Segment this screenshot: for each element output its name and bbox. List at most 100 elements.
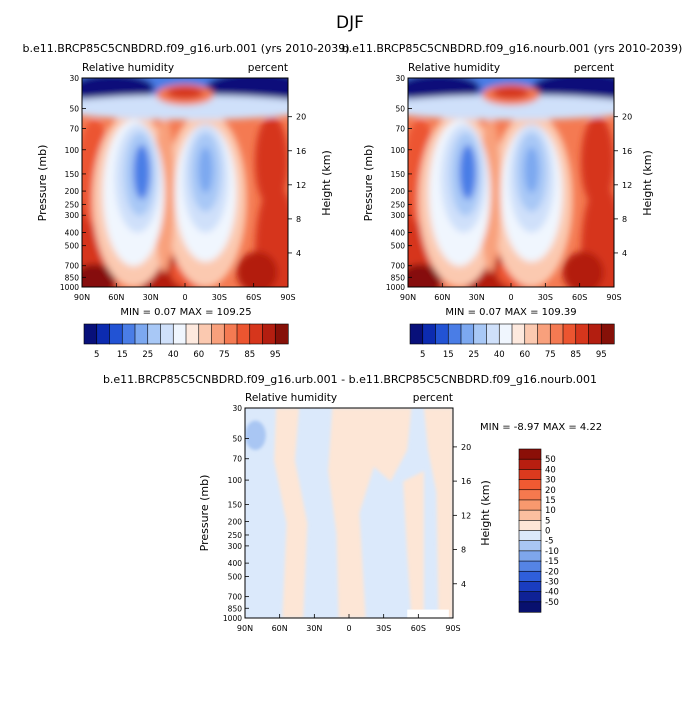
field-contours: [245, 408, 453, 618]
colorbar-swatch: [518, 458, 542, 470]
x-tick-label: 60S: [246, 293, 261, 302]
colorbar-swatch: [518, 509, 542, 521]
colorbar-swatch: [409, 323, 424, 345]
colorbar-label: -30: [545, 577, 559, 587]
x-tick-label: 60N: [272, 624, 288, 633]
colorbar-label: 75: [219, 350, 230, 360]
contour-region: [408, 94, 614, 120]
colorbar-swatch: [236, 323, 251, 345]
x-tick-label: 0: [346, 624, 351, 633]
y-tick-label: 70: [232, 455, 242, 464]
colorbar-swatch: [562, 323, 577, 345]
contour-region: [166, 86, 204, 99]
x-tick-label: 90S: [606, 293, 621, 302]
colorbar-label: 85: [244, 350, 255, 360]
contour-region: [245, 420, 266, 450]
x-tick-label: 90N: [74, 293, 90, 302]
colorbar-label: -40: [545, 588, 559, 598]
y-tick-label: 700: [65, 262, 80, 271]
y-right-tick-label: 20: [622, 113, 632, 122]
colorbar-swatch: [134, 323, 149, 345]
y-tick-label: 30: [232, 404, 242, 413]
colorbar-swatch: [249, 323, 264, 345]
y-tick-label: 150: [228, 500, 243, 509]
colorbar-swatch: [549, 323, 564, 345]
x-tick-label: 60S: [411, 624, 426, 633]
panel-urb: b.e11.BRCP85C5CNBDRD.f09_g16.urb.001 (yr…: [22, 42, 349, 360]
y-tick-label: 1000: [60, 283, 79, 292]
colorbar-swatch: [518, 540, 542, 552]
colorbar-swatch: [537, 323, 551, 345]
y-right-tick-label: 20: [296, 113, 306, 122]
y-tick-label: 200: [391, 187, 406, 196]
y-right-tick-label: 8: [461, 546, 466, 555]
x-axis-ticks: 90N 60N 30N 0 30S 60S 90S: [237, 614, 461, 633]
y-right-tick-label: 4: [461, 580, 466, 589]
colorbar-label: -5: [545, 537, 553, 547]
colorbar-label: 40: [168, 350, 179, 360]
y-tick-label: 50: [395, 104, 405, 113]
y-tick-label: 70: [69, 125, 79, 134]
y-tick-label: 300: [65, 211, 80, 220]
contour-region: [82, 94, 288, 120]
y-tick-label: 30: [69, 74, 79, 83]
colorbar-label: -50: [545, 598, 559, 608]
colorbar-swatch: [575, 323, 590, 345]
y-right-tick-label: 16: [622, 147, 632, 156]
stats-text: MIN = 0.07 MAX = 109.39: [445, 307, 576, 318]
y-tick-label: 30: [395, 74, 405, 83]
colorbar-label: 15: [117, 350, 128, 360]
y-tick-label: 250: [65, 200, 80, 209]
y-tick-label: 150: [65, 170, 80, 179]
y-tick-label: 1000: [386, 283, 405, 292]
colorbar-label: 40: [494, 350, 505, 360]
y-tick-label: 850: [65, 273, 80, 282]
colorbar-swatch: [198, 323, 213, 345]
panel-right-label: percent: [413, 392, 453, 404]
colorbar-swatch: [447, 323, 462, 345]
heatmap-field: [82, 78, 288, 287]
colorbar-swatch: [121, 323, 136, 345]
panel-left-label: Relative humidity: [408, 62, 500, 74]
contour-region: [274, 408, 308, 618]
contour-region: [403, 471, 424, 618]
contour-region: [255, 115, 288, 208]
x-tick-label: 0: [508, 293, 513, 302]
heatmap-field: [408, 78, 614, 287]
contour-region: [133, 144, 150, 200]
colorbar-label: 25: [468, 350, 479, 360]
x-tick-label: 30S: [376, 624, 391, 633]
colorbar-swatch: [498, 323, 513, 345]
y-tick-label: 700: [391, 262, 406, 271]
colorbar-label: -15: [545, 557, 559, 567]
contour-region: [236, 251, 278, 287]
y-axis-label: Pressure (mb): [198, 475, 211, 552]
colorbar-swatch: [160, 323, 174, 345]
colorbar-label: 30: [545, 476, 556, 486]
colorbar: 5 15 25 40 60 75 85 95: [83, 323, 289, 360]
x-tick-label: 60N: [434, 293, 450, 302]
colorbar-swatch: [185, 323, 200, 345]
y-right-tick-label: 12: [622, 181, 632, 190]
missing-data-region: [407, 609, 449, 618]
x-tick-label: 30N: [306, 624, 322, 633]
contour-region: [423, 408, 453, 618]
y-tick-label: 1000: [223, 614, 242, 623]
colorbar-swatch: [460, 323, 475, 345]
colorbar-swatch: [422, 323, 437, 345]
colorbar-swatch: [172, 323, 187, 345]
colorbar-swatch: [518, 499, 542, 511]
colorbar-label: -20: [545, 567, 559, 577]
colorbar-swatch: [518, 530, 542, 542]
y-tick-label: 400: [391, 228, 406, 237]
y-axis-right-label: Height (km): [641, 150, 654, 216]
colorbar-swatch: [518, 489, 542, 501]
colorbar-swatch: [518, 570, 542, 583]
colorbar-swatch: [83, 323, 98, 345]
panel-title: b.e11.BRCP85C5CNBDRD.f09_g16.urb.001 (yr…: [22, 42, 349, 55]
y-right-tick-label: 12: [296, 181, 306, 190]
heatmap-field: [245, 408, 453, 618]
field-contours: [82, 78, 288, 287]
